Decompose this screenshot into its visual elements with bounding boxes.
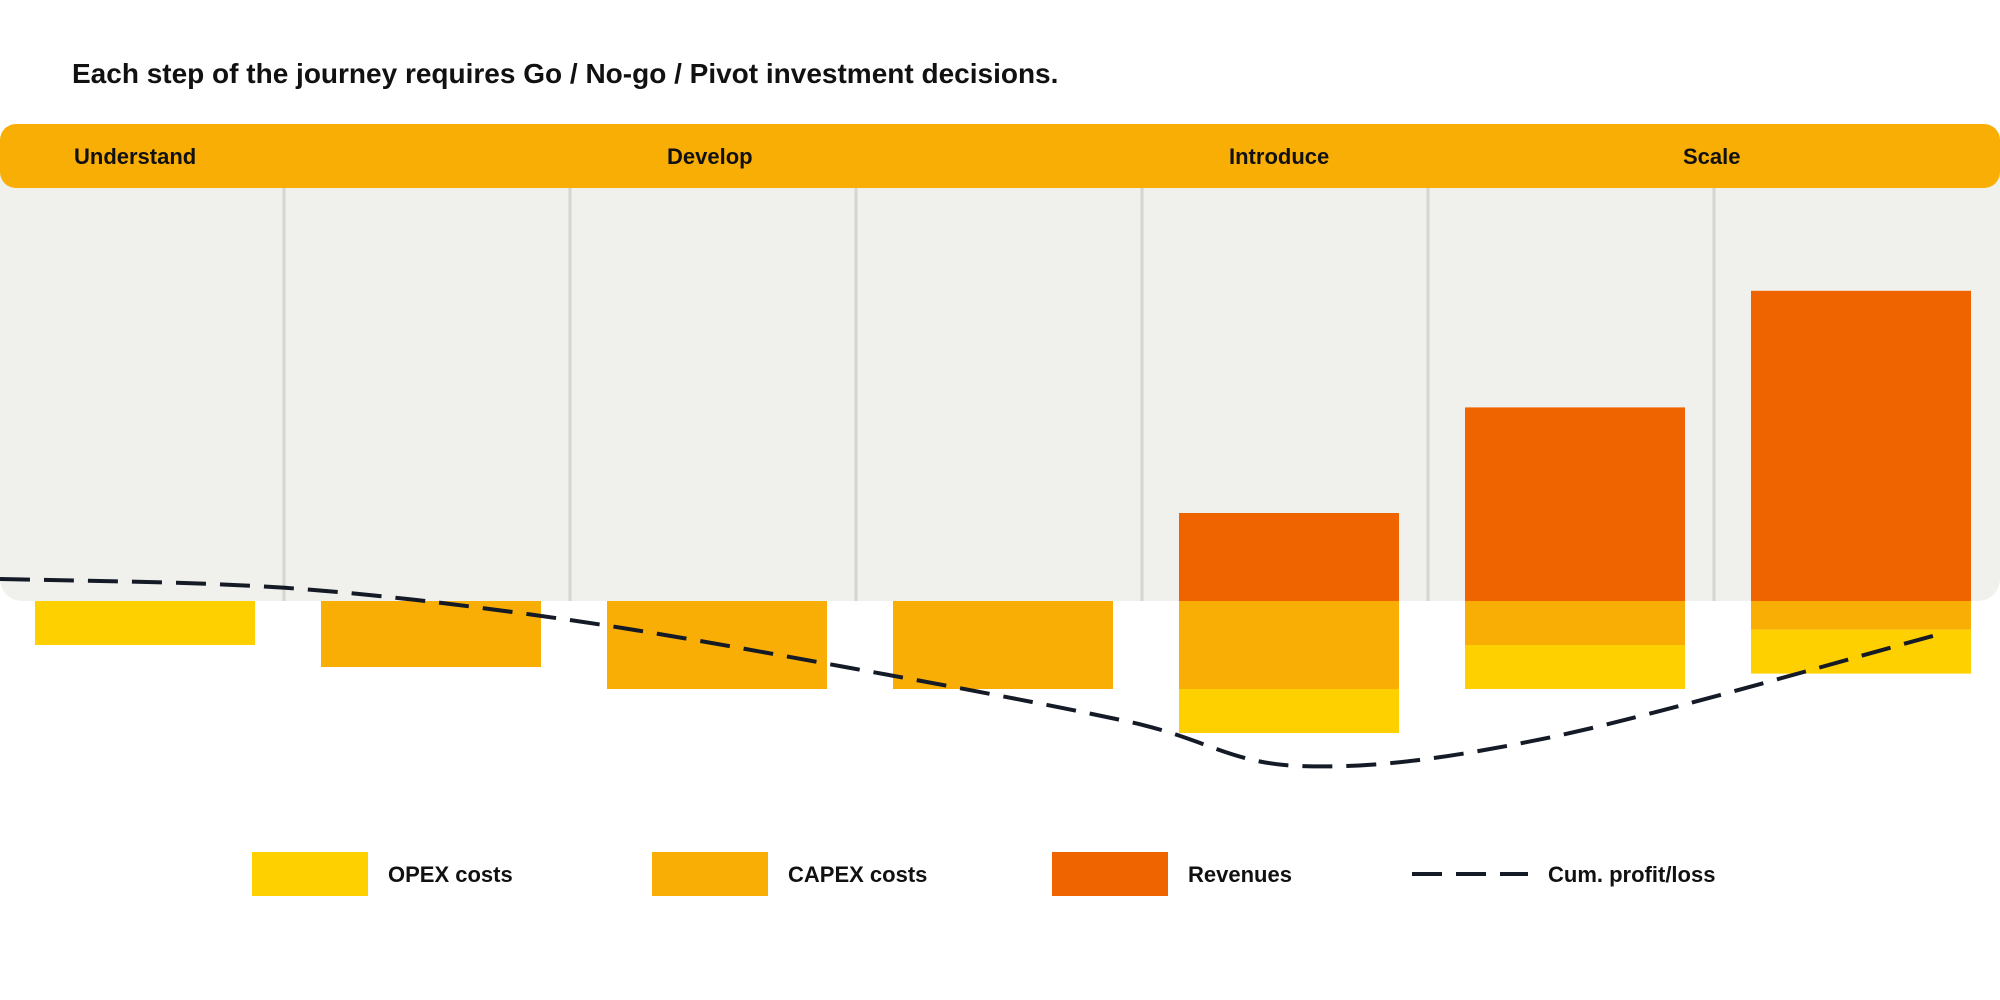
bar-capex bbox=[1179, 601, 1399, 689]
bar-opex bbox=[1465, 645, 1685, 689]
chart-title: Each step of the journey requires Go / N… bbox=[72, 58, 1059, 89]
legend-label: Cum. profit/loss bbox=[1548, 862, 1715, 887]
cumulative-line bbox=[0, 577, 1941, 769]
legend: OPEX costs CAPEX costs Revenues Cum. profit… bbox=[252, 852, 1715, 896]
legend-item-capex: CAPEX costs bbox=[652, 852, 927, 896]
bar-opex bbox=[1751, 629, 1971, 674]
legend-item-line: Cum. profit/loss bbox=[1412, 862, 1715, 887]
bar-revenues bbox=[1179, 513, 1399, 601]
panel-background bbox=[0, 124, 2000, 601]
bars bbox=[35, 290, 1971, 733]
legend-label: OPEX costs bbox=[388, 862, 513, 887]
legend-swatch bbox=[652, 852, 768, 896]
phase-label-scale: Scale bbox=[1683, 144, 1741, 169]
legend-item-revenue: Revenues bbox=[1052, 852, 1292, 896]
chart-panel bbox=[0, 124, 2000, 601]
bar-revenues bbox=[1465, 407, 1685, 601]
phase-header-bar: Understand Develop Introduce Scale bbox=[0, 124, 2000, 188]
legend-swatch bbox=[1052, 852, 1168, 896]
bar-capex bbox=[1465, 601, 1685, 645]
bar-opex bbox=[1179, 689, 1399, 733]
phase-label-understand: Understand bbox=[74, 144, 196, 169]
cumulative-profit-loss-line bbox=[0, 577, 1941, 769]
bar-capex bbox=[893, 601, 1113, 689]
bar-capex bbox=[1751, 601, 1971, 630]
header-bar-background bbox=[0, 124, 2000, 188]
phase-label-introduce: Introduce bbox=[1229, 144, 1329, 169]
legend-swatch bbox=[252, 852, 368, 896]
legend-label: CAPEX costs bbox=[788, 862, 927, 887]
bar-opex bbox=[35, 601, 255, 645]
phase-label-develop: Develop bbox=[667, 144, 753, 169]
bar-revenues bbox=[1751, 290, 1971, 601]
legend-label: Revenues bbox=[1188, 862, 1292, 887]
legend-item-opex: OPEX costs bbox=[252, 852, 513, 896]
